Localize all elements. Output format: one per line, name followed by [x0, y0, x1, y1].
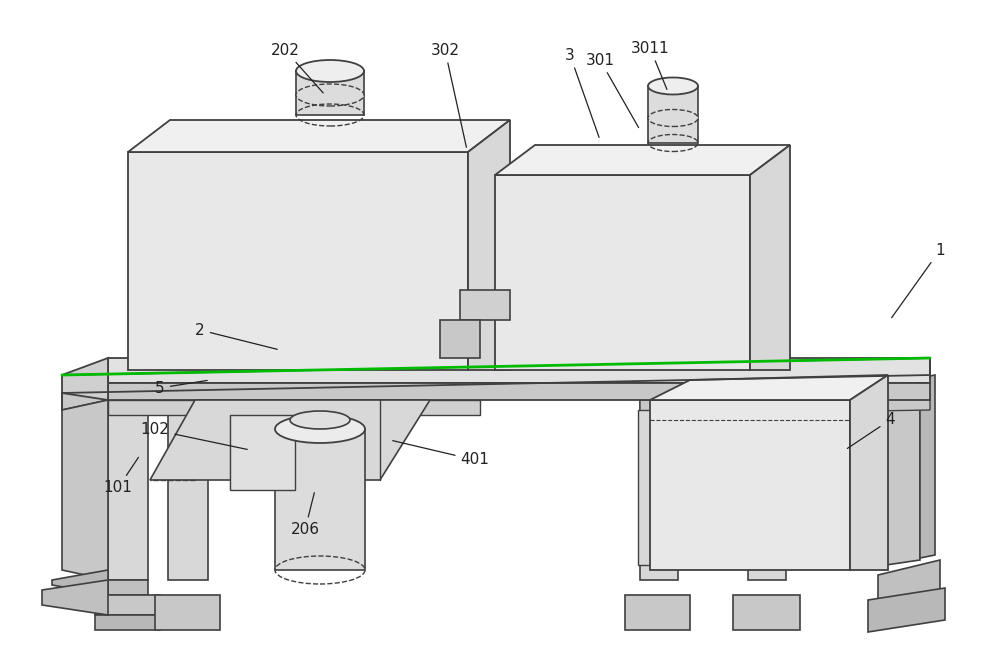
Text: 4: 4 [847, 412, 895, 448]
Polygon shape [108, 383, 930, 400]
Text: 302: 302 [430, 42, 466, 147]
Text: 202: 202 [271, 42, 323, 93]
Polygon shape [95, 615, 160, 630]
Polygon shape [62, 383, 108, 410]
Polygon shape [850, 375, 888, 570]
Polygon shape [868, 588, 945, 632]
Text: 206: 206 [291, 493, 320, 537]
Polygon shape [638, 410, 660, 565]
Polygon shape [62, 358, 108, 400]
Polygon shape [495, 175, 750, 370]
Polygon shape [108, 400, 148, 580]
Ellipse shape [648, 78, 698, 94]
Ellipse shape [275, 415, 365, 443]
Text: 101: 101 [104, 457, 138, 495]
Text: 5: 5 [155, 380, 207, 396]
Polygon shape [468, 120, 510, 370]
Text: 102: 102 [141, 422, 247, 450]
Polygon shape [625, 595, 690, 630]
Polygon shape [108, 580, 148, 595]
Polygon shape [52, 570, 108, 595]
Polygon shape [62, 400, 108, 580]
Polygon shape [155, 595, 220, 630]
Ellipse shape [296, 84, 364, 106]
Polygon shape [95, 595, 160, 615]
Text: 401: 401 [393, 441, 489, 467]
Polygon shape [230, 415, 295, 490]
Polygon shape [640, 395, 930, 415]
Polygon shape [42, 580, 108, 615]
Polygon shape [752, 410, 774, 565]
Polygon shape [460, 290, 510, 320]
Polygon shape [886, 378, 920, 565]
Polygon shape [878, 560, 940, 605]
Polygon shape [440, 320, 480, 358]
Text: 3011: 3011 [631, 41, 669, 90]
Polygon shape [750, 145, 790, 370]
Polygon shape [150, 400, 430, 480]
Polygon shape [650, 400, 850, 570]
Text: 2: 2 [195, 323, 277, 349]
Polygon shape [168, 400, 208, 580]
Polygon shape [128, 120, 510, 152]
Polygon shape [733, 595, 800, 630]
Polygon shape [640, 400, 678, 580]
Polygon shape [495, 145, 790, 175]
Polygon shape [648, 86, 698, 143]
Text: 3: 3 [565, 48, 599, 137]
Polygon shape [275, 429, 365, 570]
Polygon shape [920, 375, 935, 558]
Polygon shape [128, 152, 468, 370]
Polygon shape [650, 375, 888, 400]
Ellipse shape [296, 60, 364, 82]
Polygon shape [296, 71, 364, 115]
Ellipse shape [290, 411, 350, 429]
Text: 1: 1 [892, 242, 945, 318]
Polygon shape [108, 358, 930, 383]
Text: 301: 301 [586, 52, 639, 127]
Polygon shape [108, 400, 480, 415]
Ellipse shape [648, 110, 698, 127]
Polygon shape [748, 400, 786, 580]
